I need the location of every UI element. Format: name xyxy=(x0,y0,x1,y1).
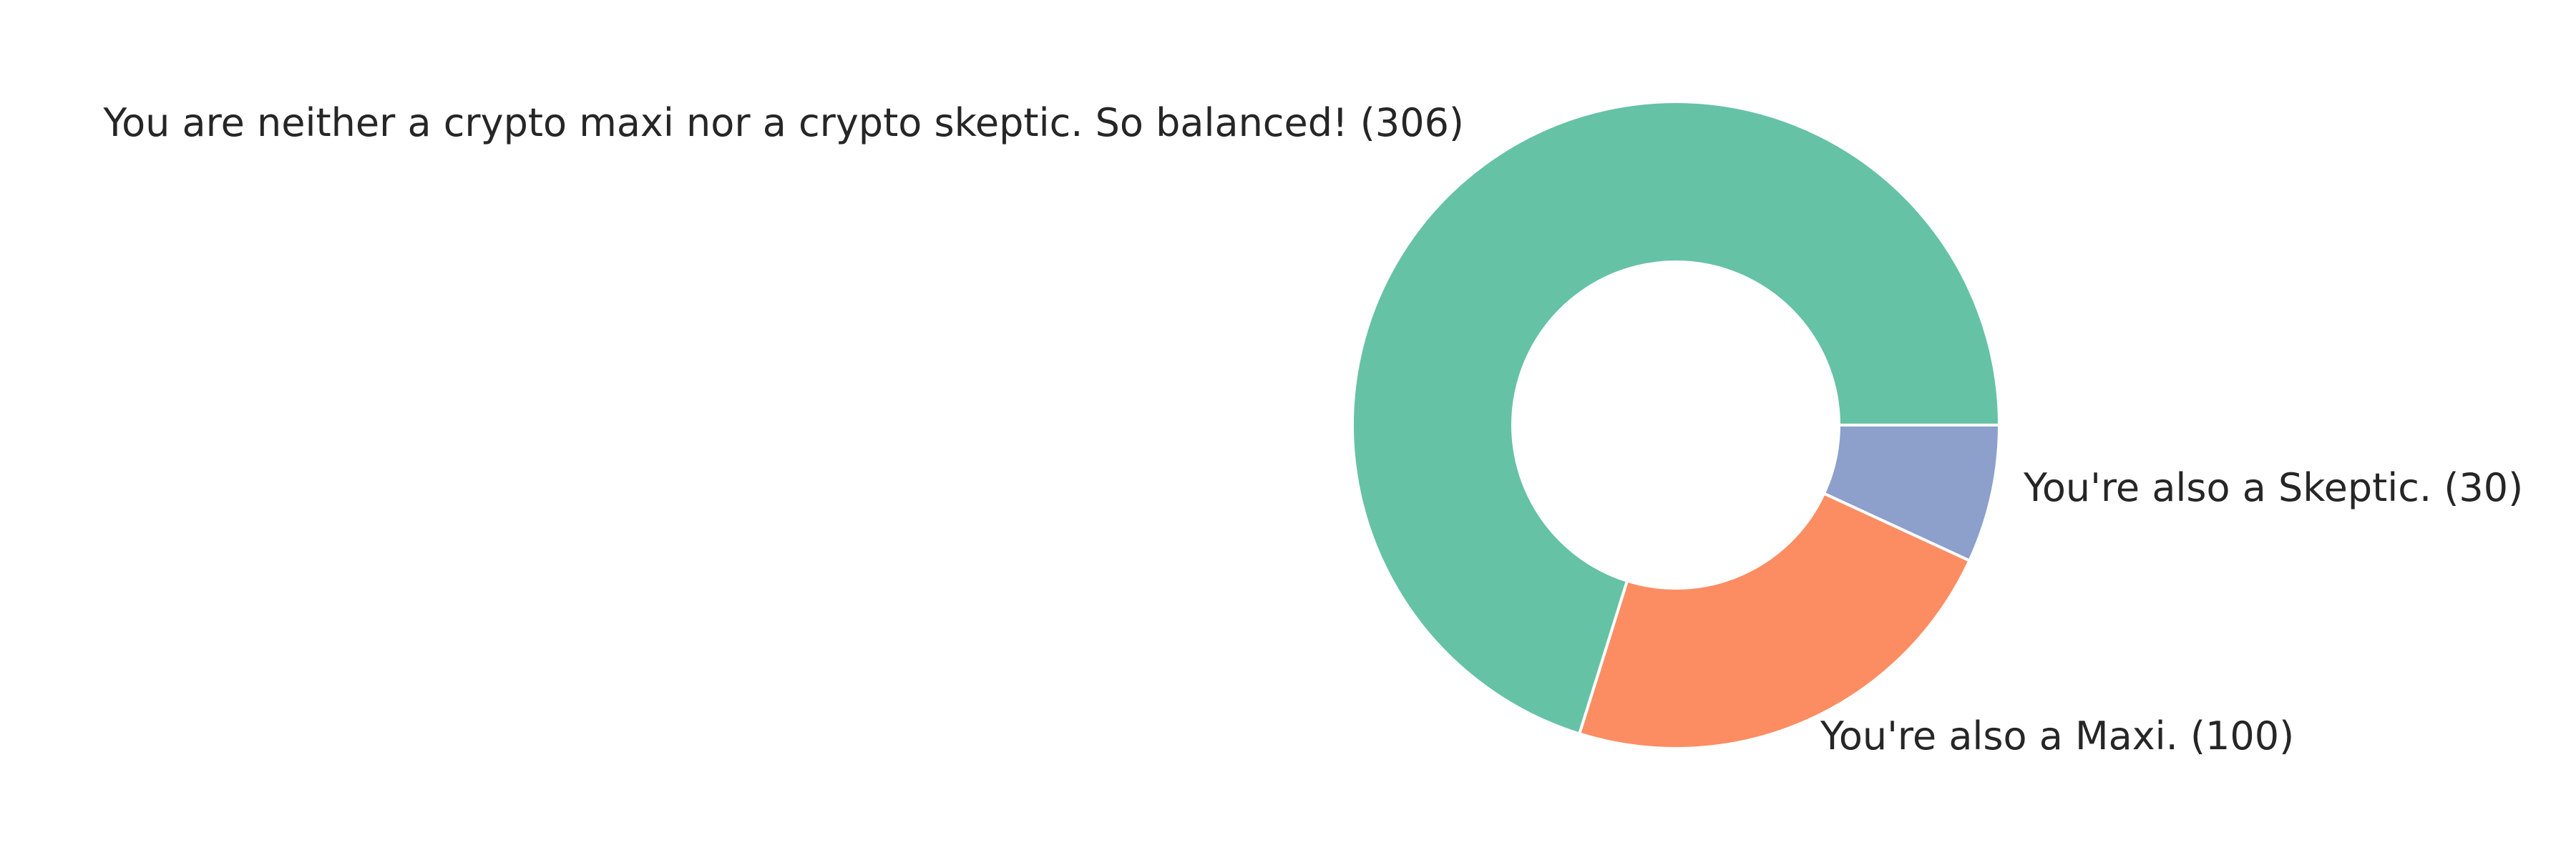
slice-labels: You are neither a crypto maxi nor a cryp… xyxy=(102,100,2523,759)
slice-skeptic xyxy=(1822,424,2001,563)
slice-label-balanced: You are neither a crypto maxi nor a cryp… xyxy=(102,100,1464,145)
slice-label-maxi: You're also a Maxi. (100) xyxy=(1820,713,2294,759)
slice-maxi xyxy=(1577,491,1972,750)
slice-balanced xyxy=(1351,100,2001,736)
slice-label-skeptic: You're also a Skeptic. (30) xyxy=(2023,465,2523,510)
donut-slices xyxy=(1351,100,2001,750)
